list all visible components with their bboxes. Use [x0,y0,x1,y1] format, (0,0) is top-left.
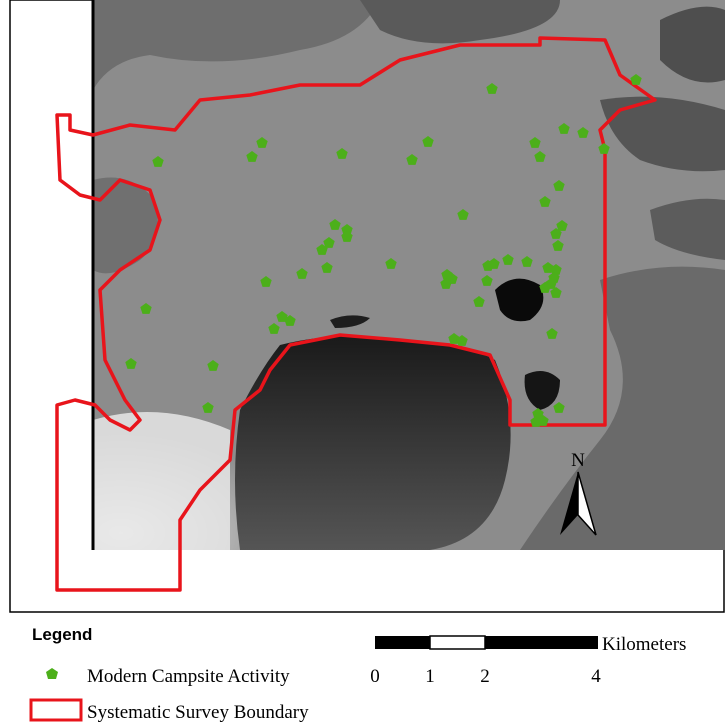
legend-boundary-symbol [31,700,81,720]
scale-label: 0 [370,666,380,687]
north-label: N [571,450,585,471]
scale-label: 1 [425,666,435,687]
legend-title: Legend [32,625,92,644]
map-figure: N Legend Modern Campsite Activity System… [0,0,725,726]
scale-label: 4 [591,666,601,687]
scale-bar [375,636,598,649]
scale-label: 2 [480,666,490,687]
legend-point-symbol [46,668,58,679]
legend-item: Systematic Survey Boundary [87,702,309,723]
legend-item: Modern Campsite Activity [87,666,290,687]
scale-unit: Kilometers [602,634,686,655]
